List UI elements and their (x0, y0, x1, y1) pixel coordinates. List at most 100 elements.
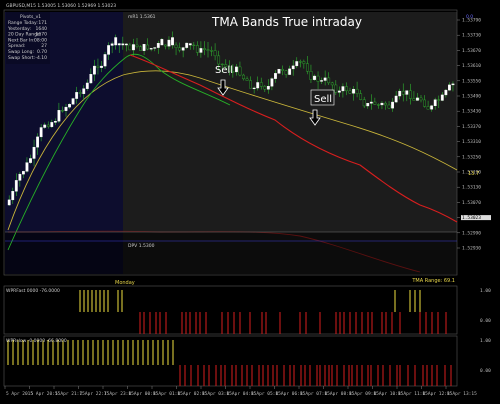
info-row-label: 20 Day Range: (8, 32, 41, 38)
candle-body (398, 90, 402, 97)
candle-body (46, 124, 50, 127)
candle-body (220, 63, 224, 66)
lower-dark-zone (5, 232, 457, 274)
candle-body (440, 94, 444, 101)
candle-body (401, 90, 405, 95)
candle-body (92, 65, 96, 75)
symbol-line: GBPUSD,M15 1.53005 1.53060 1.52969 1.530… (6, 3, 116, 9)
sell-signal-1-label: Sell (215, 65, 233, 76)
candle-body (203, 48, 206, 50)
candle-body (195, 45, 199, 53)
tma-green-line (7, 53, 231, 251)
candle-body (362, 99, 366, 107)
indicator2-axis-zero: 0.00 (480, 368, 491, 374)
candle-body (167, 39, 171, 47)
time-tick-label: 8 Apr 09:15 (349, 391, 379, 397)
candle-body (188, 43, 192, 46)
sell-signal-2-box (310, 89, 335, 106)
candle-body (171, 37, 174, 46)
indicator1-border (3, 285, 458, 335)
candle-body (256, 82, 260, 89)
info-row-label: Swap Long: (8, 49, 34, 55)
candle-body (298, 61, 302, 63)
info-row-value: 0.70 (37, 49, 47, 55)
price-tick-label: 1.53023 (462, 215, 481, 221)
candle-body (174, 44, 178, 48)
candle-body (416, 97, 419, 101)
mr-level-label: mR1 1.5361 (128, 14, 156, 20)
info-row-label: Yesterday: (7, 26, 31, 32)
candle-body (181, 47, 185, 51)
candle-body (423, 99, 426, 107)
right-band-marker: 13.7 (468, 171, 479, 177)
candle-body (377, 104, 380, 106)
indicator2-axis-top: 1.00 (480, 338, 491, 344)
candle-body (18, 173, 22, 181)
info-row-value: 08:00 (34, 37, 47, 43)
candle-body (284, 70, 288, 75)
candle-body (32, 146, 36, 159)
candle-body (71, 98, 75, 105)
candle-body (61, 110, 64, 112)
info-row-label: Next Bar In: (8, 37, 35, 43)
candle-body (100, 65, 103, 68)
sell-arrow-2-icon (309, 109, 321, 126)
candle-body (206, 49, 210, 51)
candle-body (185, 42, 189, 48)
candle-body (11, 191, 15, 201)
time-tick-label: 8 Apr 08:15 (325, 391, 355, 397)
candle-body (234, 66, 238, 73)
candle-body (89, 74, 93, 84)
candle-body (142, 44, 146, 51)
candle-body (7, 199, 11, 206)
candle-body (451, 83, 455, 86)
info-row-label: Swap Short: (8, 55, 35, 61)
candle-body (245, 78, 249, 81)
time-tick-label: 5 Apr 20:15 (31, 391, 61, 397)
candle-body (316, 75, 320, 82)
candle-body (391, 101, 394, 109)
candle-body (227, 66, 231, 72)
price-tick-label: 1.53190 (462, 170, 481, 176)
candle-body (281, 68, 284, 71)
candle-body (50, 122, 54, 127)
price-tick-label: 1.53550 (462, 78, 481, 84)
candle-body (274, 73, 277, 79)
candle-body (36, 136, 40, 148)
time-tick-label: 8 Apr 11:15 (398, 391, 428, 397)
monday-label: Monday (115, 280, 135, 286)
indicator1-axis-zero: 0.00 (480, 318, 491, 324)
info-row-value: -4.10 (35, 55, 47, 61)
time-tick-label: 5 Apr 21:15 (55, 391, 85, 397)
candle-body (302, 61, 306, 64)
candle-body (430, 105, 434, 110)
candle-body (163, 44, 167, 47)
candles-layer (7, 31, 455, 206)
candle-body (313, 75, 316, 80)
candle-body (437, 99, 441, 101)
candle-body (359, 93, 363, 100)
candle-body (384, 102, 387, 106)
candle-body (270, 78, 274, 87)
info-row-value: 1640 (36, 26, 48, 32)
candle-body (323, 77, 327, 81)
candle-body (160, 39, 164, 46)
time-tick-label: 8 Apr 12:15 (423, 391, 453, 397)
indicator1-histogram (79, 290, 447, 334)
candle-body (231, 71, 235, 73)
tma-lower-band (7, 230, 421, 273)
candle-body (408, 90, 412, 99)
time-tick-label: 8 Apr 02:15 (178, 391, 208, 397)
info-row-value: 27 (41, 43, 47, 49)
main-chart-border (3, 9, 458, 276)
price-tick-label: 1.52930 (462, 246, 481, 252)
candle-body (153, 47, 157, 49)
candle-body (387, 104, 391, 109)
candle-body (224, 64, 228, 67)
tma-upper-band (7, 70, 458, 231)
time-tick-label: 8 Apr 13:15 (447, 391, 477, 397)
